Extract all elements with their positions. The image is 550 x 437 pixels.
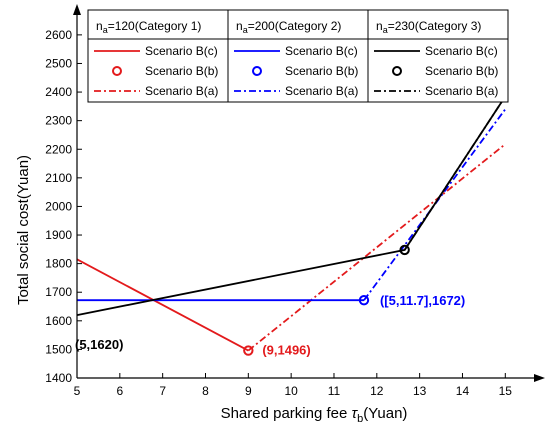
x-tick-label: 9 <box>245 384 252 398</box>
point-annotation: (9,1496) <box>262 343 310 358</box>
series-3-solid-line <box>76 95 507 316</box>
y-axis-arrow <box>73 4 81 15</box>
legend-entry-2-1: Scenario B(c) <box>285 44 358 58</box>
legend-entry-1-3: Scenario B(a) <box>145 84 218 98</box>
y-axis-title: Total social cost(Yuan) <box>15 155 32 305</box>
point-annotation: (5,1620) <box>75 337 123 352</box>
series-3-marker <box>399 244 410 256</box>
legend-entry-2-3: Scenario B(a) <box>285 84 358 98</box>
x-axis-title: Shared parking fee τb(Yuan) <box>221 405 408 425</box>
series-3-dashdot-line <box>403 95 507 251</box>
y-tick-label: 1900 <box>45 228 72 242</box>
series-1-solid-line <box>76 258 249 352</box>
x-tick-label: 15 <box>499 384 513 398</box>
legend-header-category-3: na=230(Category 3) <box>376 19 481 35</box>
plot-area <box>76 95 507 356</box>
axis-titles: Shared parking fee τb(Yuan) Total social… <box>15 155 407 425</box>
legend-box <box>87 9 509 103</box>
y-tick-label: 2400 <box>45 85 72 99</box>
y-tick-label: 1400 <box>45 371 72 385</box>
legend-entry-1-2: Scenario B(b) <box>145 64 218 78</box>
series-1-dashdot-line <box>247 143 506 352</box>
annotations: (5,1620) (9,1496) ([5,11.7],1672) <box>75 293 465 357</box>
point-annotation: ([5,11.7],1672) <box>380 293 465 308</box>
x-tick-label: 6 <box>116 384 123 398</box>
legend-entry-3-2: Scenario B(b) <box>425 64 498 78</box>
y-tick-label: 2200 <box>45 142 72 156</box>
legend-entry-3-1: Scenario B(c) <box>425 44 498 58</box>
x-tick-label: 7 <box>159 384 166 398</box>
y-tick-label: 1800 <box>45 257 72 271</box>
x-tick-label: 14 <box>456 384 470 398</box>
y-tick-label: 1700 <box>45 285 72 299</box>
y-tick-label: 1500 <box>45 342 72 356</box>
legend-swatch-marker-1 <box>112 66 122 76</box>
x-tick-label: 10 <box>284 384 298 398</box>
series-2-marker <box>358 295 370 306</box>
x-tick-label: 13 <box>413 384 427 398</box>
y-tick-label: 2000 <box>45 199 72 213</box>
x-axis-arrow <box>534 374 545 382</box>
legend-header-category-2: na=200(Category 2) <box>236 19 341 35</box>
y-tick-label: 1600 <box>45 314 72 328</box>
legend-swatch-marker-2 <box>252 66 262 76</box>
legend-entry-1-1: Scenario B(c) <box>145 44 218 58</box>
x-tick-label: 11 <box>328 384 341 398</box>
legend-entry-2-2: Scenario B(b) <box>285 64 358 78</box>
x-tick-label: 12 <box>370 384 384 398</box>
x-tick-label: 5 <box>74 384 81 398</box>
y-tick-label: 2300 <box>45 114 72 128</box>
series-1-marker <box>243 345 254 356</box>
axes: 5 6 7 8 9 10 11 12 13 14 15 1400 1500 1600 1700 1800 190… <box>45 4 545 398</box>
legend-entry-3-3: Scenario B(a) <box>425 84 498 98</box>
legend-header-category-1: na=120(Category 1) <box>96 19 201 35</box>
y-tick-label: 2500 <box>45 56 72 70</box>
legend-swatch-marker-3 <box>392 66 402 76</box>
series-2-dashdot-line <box>363 108 507 301</box>
y-tick-label: 2100 <box>45 171 72 185</box>
legend: na=120(Category 1) Scenario B(c) Scenario … <box>87 9 509 103</box>
x-tick-label: 8 <box>202 384 209 398</box>
y-tick-label: 2600 <box>45 28 72 42</box>
